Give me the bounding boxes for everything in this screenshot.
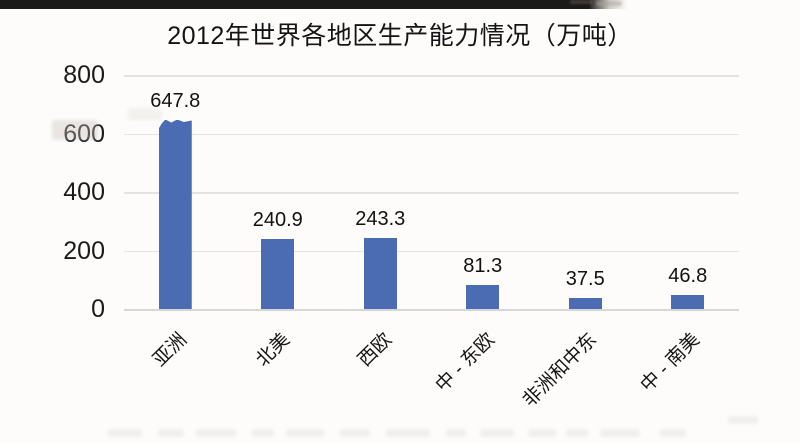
y-axis-label: 400 bbox=[63, 178, 105, 206]
smudge-artifact bbox=[252, 429, 274, 437]
smudge-artifact bbox=[728, 416, 758, 424]
smudge-artifact bbox=[340, 429, 370, 437]
bar bbox=[158, 119, 192, 309]
bar bbox=[671, 295, 705, 309]
smudge-artifact bbox=[600, 429, 640, 437]
photo-top-edge-artifact bbox=[0, 0, 590, 9]
y-axis-label: 0 bbox=[91, 295, 105, 323]
smudge-artifact bbox=[446, 429, 466, 437]
bar bbox=[261, 238, 295, 309]
bar bbox=[568, 298, 602, 309]
x-axis-label: 北美 bbox=[252, 329, 294, 371]
bar-value-label: 37.5 bbox=[565, 268, 605, 291]
eraser-smudge bbox=[128, 108, 162, 120]
eraser-smudge bbox=[52, 120, 98, 140]
gridline bbox=[124, 133, 739, 135]
smudge-artifact bbox=[386, 429, 430, 437]
gridline bbox=[124, 75, 739, 77]
smudge-artifact bbox=[660, 429, 686, 437]
smudge-artifact bbox=[158, 429, 184, 437]
bar-value-label: 240.9 bbox=[252, 208, 303, 231]
gridline bbox=[124, 192, 739, 194]
smudge-artifact bbox=[108, 429, 142, 437]
x-axis-label: 亚洲 bbox=[149, 329, 192, 371]
bar-value-label: 46.8 bbox=[668, 265, 708, 288]
chart-title: 2012年世界各地区生产能力情况（万吨） bbox=[167, 22, 633, 50]
smudge-artifact bbox=[196, 429, 236, 437]
y-axis-label: 200 bbox=[63, 236, 105, 265]
bar bbox=[363, 237, 397, 309]
x-axis-label: 非洲和中东 bbox=[519, 329, 602, 412]
smudge-artifact bbox=[570, 0, 592, 4]
smudge-artifact bbox=[286, 429, 324, 437]
smudge-artifact bbox=[596, 1, 622, 6]
x-axis-label: 中 - 南美 bbox=[636, 329, 704, 397]
smudge-artifact bbox=[480, 429, 514, 437]
bar-value-label: 243.3 bbox=[355, 207, 406, 230]
bar-value-label: 647.8 bbox=[150, 89, 201, 112]
bar bbox=[466, 285, 500, 309]
y-axis-label: 800 bbox=[63, 61, 105, 89]
y-axis-label: 600 bbox=[63, 119, 105, 148]
smudge-artifact bbox=[528, 429, 556, 437]
bar-value-label: 81.3 bbox=[463, 255, 503, 278]
x-axis-label: 西欧 bbox=[354, 329, 397, 371]
x-axis-label: 中 - 东欧 bbox=[431, 329, 499, 397]
smudge-artifact bbox=[566, 429, 588, 437]
gridline bbox=[124, 250, 739, 252]
x-axis-line bbox=[124, 309, 739, 311]
